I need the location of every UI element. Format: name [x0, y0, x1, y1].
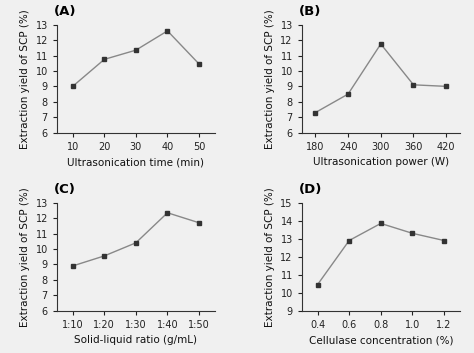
- X-axis label: Ultrasonication power (W): Ultrasonication power (W): [313, 157, 449, 167]
- X-axis label: Solid-liquid ratio (g/mL): Solid-liquid ratio (g/mL): [74, 335, 197, 345]
- Y-axis label: Extraction yield of SCP (%): Extraction yield of SCP (%): [265, 187, 275, 327]
- Y-axis label: Extraction yield of SCP (%): Extraction yield of SCP (%): [20, 9, 30, 149]
- Y-axis label: Extraction yield of SCP (%): Extraction yield of SCP (%): [20, 187, 30, 327]
- Text: (A): (A): [54, 5, 76, 18]
- X-axis label: Ultrasonication time (min): Ultrasonication time (min): [67, 157, 204, 167]
- Text: (C): (C): [54, 183, 75, 196]
- Text: (B): (B): [299, 5, 321, 18]
- Text: (D): (D): [299, 183, 322, 196]
- X-axis label: Cellulase concentration (%): Cellulase concentration (%): [309, 335, 453, 345]
- Y-axis label: Extraction yield of SCP (%): Extraction yield of SCP (%): [265, 9, 275, 149]
